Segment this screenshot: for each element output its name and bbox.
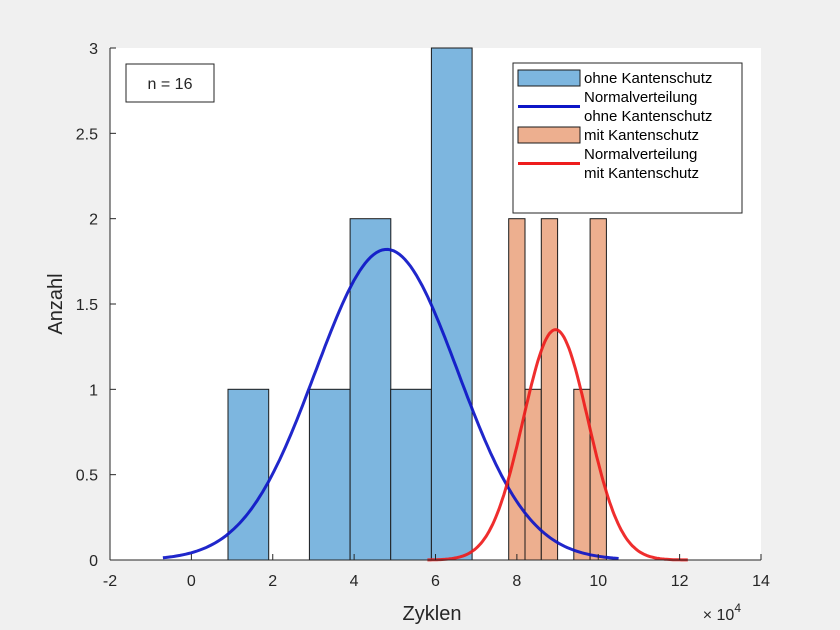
x-tick-label: 14 <box>752 573 770 590</box>
x-tick-label: 6 <box>431 573 440 590</box>
y-tick-label: 0.5 <box>76 468 98 485</box>
bars-layer <box>227 47 607 561</box>
x-axis-label: Zyklen <box>403 603 462 625</box>
legend-label-hist_ohne: ohne Kantenschutz <box>584 70 712 87</box>
hist_ohne-bar-5 <box>430 47 473 561</box>
legend-label-fit_ohne: Normalverteilung <box>584 89 697 106</box>
y-tick-label: 0 <box>89 553 98 570</box>
fit_mit-curve <box>427 328 688 562</box>
legend-label-fit_mit: Normalverteilung <box>584 146 697 163</box>
y-axis-label: Anzahl <box>45 273 67 334</box>
hist_ohne-bar-0 <box>227 388 270 561</box>
y-tick-label: 3 <box>89 41 98 58</box>
legend-label-hist_mit: mit Kantenschutz <box>584 127 699 144</box>
hist_ohne-bar-2 <box>308 388 351 561</box>
y-tick-label: 2.5 <box>76 126 98 143</box>
x-tick-label: 4 <box>350 573 359 590</box>
x-exponent-power: 4 <box>734 601 741 615</box>
curves-layer <box>162 247 688 562</box>
x-tick-label: 8 <box>512 573 521 590</box>
x-tick-label: -2 <box>103 573 117 590</box>
annotation-text: n = 16 <box>148 76 193 93</box>
hist_mit-bar-2 <box>540 218 559 561</box>
x-tick-label: 12 <box>671 573 689 590</box>
legend-swatch-hist_mit <box>517 126 581 144</box>
legend: ohne Kantenschutz Normalverteilung ohne Ka… <box>512 62 743 214</box>
x-exponent-base: × 10 <box>703 607 735 624</box>
x-exponent-label: × 104 <box>703 601 742 624</box>
hist_ohne-bar-4 <box>390 388 432 561</box>
hist_ohne-bar-3 <box>349 218 392 561</box>
hist_mit-bar-5 <box>589 218 607 561</box>
annotation-box: n = 16 <box>125 63 215 103</box>
y-tick-label: 1.5 <box>76 297 98 314</box>
legend-label-fit_mit: mit Kantenschutz <box>584 165 699 182</box>
x-tick-label: 10 <box>589 573 607 590</box>
fit_ohne-curve <box>162 247 619 560</box>
ticks-layer: -2 0 2 4 6 8 10 12 14 0 0.5 1 1.5 2 2.5 3 <box>76 41 770 590</box>
x-tick-label: 0 <box>187 573 196 590</box>
y-tick-label: 2 <box>89 212 98 229</box>
x-tick-label: 2 <box>268 573 277 590</box>
y-tick-label: 1 <box>89 382 98 399</box>
legend-swatch-hist_ohne <box>517 69 581 87</box>
hist_mit-bar-1 <box>524 388 542 561</box>
legend-label-fit_ohne: ohne Kantenschutz <box>584 108 712 125</box>
